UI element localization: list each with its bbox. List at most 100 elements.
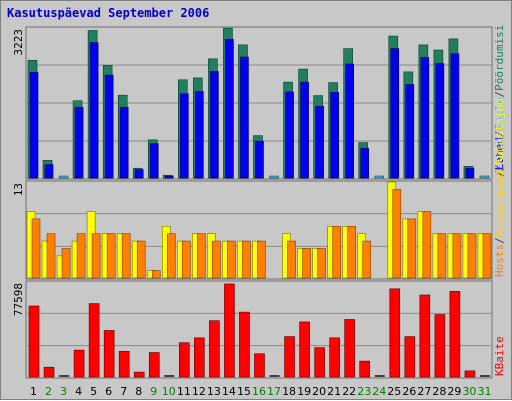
day-label-12: 12 <box>192 385 206 398</box>
legend-top-item: / <box>493 170 506 177</box>
bar-pages-25 <box>390 48 400 179</box>
bar-kbytes-25 <box>389 288 401 378</box>
bar-visits-22 <box>347 226 356 279</box>
bar-files-17 <box>269 175 279 179</box>
bar-pages-10 <box>164 175 174 179</box>
bottom-ymax-label: 77598 <box>12 283 25 316</box>
bar-pages-27 <box>420 57 430 179</box>
panel-bottom: 77598 <box>12 280 493 379</box>
bar-visits-16 <box>257 240 266 279</box>
bar-pages-13 <box>210 71 219 179</box>
bar-kbytes-27 <box>419 294 431 378</box>
bar-kbytes-31 <box>479 375 490 377</box>
day-label-20: 20 <box>312 385 326 398</box>
bar-visits-27 <box>422 211 432 279</box>
day-label-1: 1 <box>30 385 37 398</box>
day-label-19: 19 <box>297 385 311 398</box>
bar-visits-25 <box>392 189 402 279</box>
day-label-6: 6 <box>105 385 112 398</box>
bar-visits-3 <box>61 248 71 279</box>
bar-visits-13 <box>212 240 221 279</box>
bar-kbytes-24 <box>374 375 385 377</box>
bar-kbytes-11 <box>179 342 190 378</box>
bar-pages-16 <box>255 140 264 179</box>
bar-pages-4 <box>74 106 84 179</box>
bar-visits-28 <box>437 233 447 279</box>
day-label-13: 13 <box>207 385 221 398</box>
legend-top-item: Pöördumisi <box>493 25 506 91</box>
day-label-29: 29 <box>447 385 461 398</box>
day-label-10: 10 <box>162 385 176 398</box>
day-label-18: 18 <box>282 385 296 398</box>
panel-top: 3223 <box>12 26 493 180</box>
day-label-15: 15 <box>237 385 251 398</box>
bar-visits-10 <box>166 233 176 279</box>
bar-pages-6 <box>104 74 114 179</box>
day-label-14: 14 <box>222 385 236 398</box>
bar-kbytes-17 <box>269 375 280 377</box>
bar-kbytes-30 <box>464 370 476 378</box>
bar-kbytes-9 <box>148 352 160 378</box>
day-label-21: 21 <box>327 385 341 398</box>
day-label-7: 7 <box>120 385 127 398</box>
bar-pages-11 <box>180 93 189 179</box>
bar-visits-30 <box>467 233 477 279</box>
bar-kbytes-29 <box>449 291 461 378</box>
bar-pages-1 <box>29 72 39 179</box>
bar-pages-23 <box>360 147 370 179</box>
day-label-31: 31 <box>477 385 491 398</box>
day-label-4: 4 <box>75 385 82 398</box>
bar-visits-2 <box>46 233 56 279</box>
day-label-8: 8 <box>135 385 142 398</box>
legend-top-item: / <box>493 131 506 138</box>
bar-pages-15 <box>240 56 249 179</box>
bar-kbytes-7 <box>118 350 130 378</box>
bar-pages-21 <box>330 92 339 179</box>
bar-visits-26 <box>407 218 417 279</box>
bar-pages-5 <box>89 42 99 179</box>
bar-visits-4 <box>76 233 86 279</box>
legend-top: /Lehed/Faile/Pöördumisi <box>493 25 506 177</box>
bar-visits-9 <box>151 270 161 279</box>
bar-kbytes-18 <box>284 336 295 378</box>
legend-top-item: Lehed <box>493 137 506 170</box>
day-label-11: 11 <box>177 385 191 398</box>
bar-visits-14 <box>227 240 236 279</box>
bar-kbytes-5 <box>88 303 100 378</box>
bar-kbytes-8 <box>133 371 145 378</box>
day-label-24: 24 <box>372 385 386 398</box>
day-label-17: 17 <box>267 385 281 398</box>
bar-kbytes-12 <box>194 337 205 378</box>
legend-bottom-item: KBaite <box>493 336 506 376</box>
bar-visits-1 <box>31 218 41 279</box>
bar-visits-20 <box>317 248 326 279</box>
day-label-5: 5 <box>90 385 97 398</box>
legend-bottom: KBaite <box>493 336 506 376</box>
bar-files-31 <box>479 175 490 179</box>
middle-ymax-label: 13 <box>12 183 25 196</box>
bar-visits-6 <box>106 233 116 279</box>
day-labels: 1 2 3 4 5 6 7 8 9 10 11 12 13 14 15 16 17 18 19 20 21 22 23 24 2… <box>30 385 491 398</box>
day-label-22: 22 <box>342 385 356 398</box>
bar-pages-19 <box>300 81 309 179</box>
legend-middle-item: Hosts <box>493 244 506 277</box>
legend-top-item: Faile <box>493 98 506 131</box>
bar-visits-8 <box>136 240 146 279</box>
legend-middle-item: Külastajad <box>493 98 506 164</box>
bar-kbytes-26 <box>404 336 416 378</box>
legend-middle: Hosts/Külastused/Külastajad <box>493 98 506 277</box>
bar-kbytes-23 <box>359 360 371 378</box>
day-label-16: 16 <box>252 385 266 398</box>
chart-title: Kasutuspäevad September 2006 <box>7 6 209 20</box>
bar-kbytes-6 <box>103 330 115 378</box>
bar-files-3 <box>58 175 69 179</box>
bar-visits-23 <box>362 240 372 279</box>
legend-middle-item: Külastused <box>493 171 506 237</box>
legend-middle-item: / <box>493 164 506 171</box>
bar-pages-2 <box>44 164 54 179</box>
bar-kbytes-13 <box>209 320 220 378</box>
bar-visits-15 <box>242 240 251 279</box>
bar-pages-14 <box>225 39 234 179</box>
